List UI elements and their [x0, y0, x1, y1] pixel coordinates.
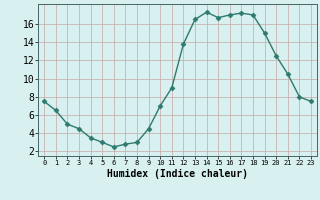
- X-axis label: Humidex (Indice chaleur): Humidex (Indice chaleur): [107, 169, 248, 179]
